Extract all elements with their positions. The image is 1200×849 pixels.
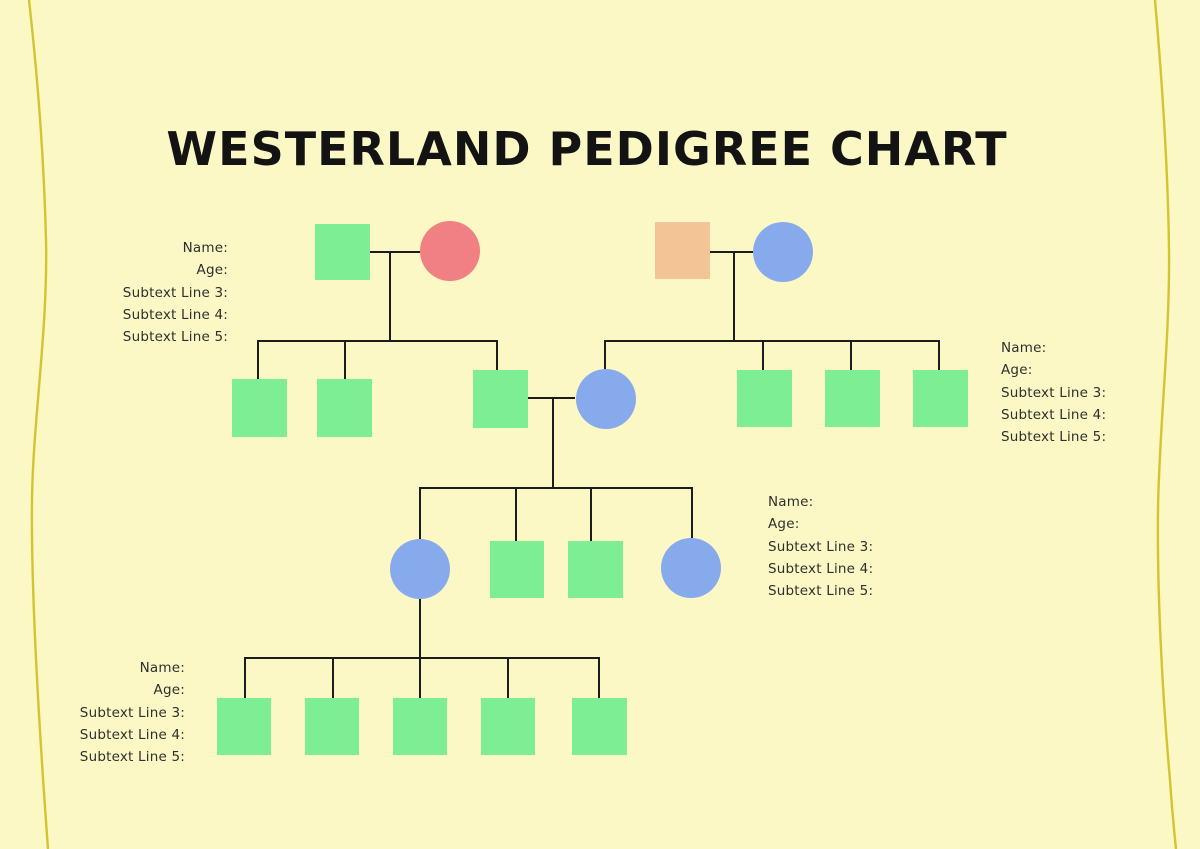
sibling-line-gen2-left: [257, 340, 498, 379]
g1-right-female-circle: [753, 222, 813, 282]
g1-right-male-square: [655, 222, 710, 279]
g3-child4-female-circle: [661, 538, 721, 598]
label-block-gen3-right: Name: Age: Subtext Line 3: Subtext Line …: [768, 491, 873, 602]
marriage-line-couple-middle: [528, 397, 575, 488]
label-line-subtext5: Subtext Line 5:: [1001, 429, 1107, 446]
label-line-subtext5: Subtext Line 5:: [122, 329, 228, 346]
g4-child3-square: [393, 698, 447, 755]
sibling-line-gen3: [419, 487, 693, 541]
label-line-age: Age:: [196, 262, 228, 279]
label-line-subtext3: Subtext Line 3:: [122, 284, 228, 301]
left-border-squiggle: [27, 0, 50, 849]
g4-child4-square: [481, 698, 535, 755]
g3-child2-male-square: [490, 541, 544, 598]
g2-left-child2-square: [317, 379, 372, 437]
g1-left-female-circle: [420, 221, 480, 281]
label-line-subtext4: Subtext Line 4:: [122, 306, 228, 323]
g2-married-male-square: [473, 370, 528, 428]
g4-child2-square: [305, 698, 359, 755]
label-line-name: Name:: [182, 240, 228, 256]
label-line-age: Age:: [1001, 362, 1033, 379]
label-line-name: Name:: [139, 660, 185, 676]
label-line-subtext4: Subtext Line 4:: [1001, 406, 1107, 423]
g2-right-child2-square: [825, 370, 880, 427]
label-line-subtext4: Subtext Line 4:: [768, 560, 874, 577]
label-line-subtext5: Subtext Line 5:: [79, 749, 185, 766]
label-block-gen1-left: Name: Age: Subtext Line 3: Subtext Line …: [123, 237, 228, 348]
right-border-squiggle: [1153, 0, 1178, 849]
label-line-subtext3: Subtext Line 3:: [768, 538, 874, 555]
label-block-gen2-right: Name: Age: Subtext Line 3: Subtext Line …: [1001, 337, 1106, 448]
label-line-age: Age:: [768, 516, 800, 533]
label-line-subtext3: Subtext Line 3:: [79, 704, 185, 721]
label-line-name: Name:: [1001, 340, 1047, 356]
marriage-line-couple-right: [710, 251, 753, 341]
label-line-subtext5: Subtext Line 5:: [768, 583, 874, 600]
g4-child5-square: [572, 698, 627, 755]
label-line-age: Age:: [153, 682, 185, 699]
g3-child3-male-square: [568, 541, 623, 598]
g2-left-child1-square: [232, 379, 287, 437]
label-line-subtext4: Subtext Line 4:: [79, 726, 185, 743]
g3-child1-female-circle: [390, 539, 450, 599]
g2-right-child3-square: [913, 370, 968, 427]
g1-left-male-square: [315, 224, 370, 280]
marriage-line-couple-left: [370, 251, 421, 341]
g4-child1-square: [217, 698, 271, 755]
label-block-gen4-left: Name: Age: Subtext Line 3: Subtext Line …: [80, 657, 185, 768]
sibling-line-gen2-right: [604, 340, 940, 370]
g2-married-female-circle: [576, 369, 636, 429]
sibling-line-gen4: [244, 657, 600, 698]
label-line-subtext3: Subtext Line 3:: [1001, 384, 1107, 401]
label-line-name: Name:: [768, 494, 814, 510]
page-title: WESTERLAND PEDIGREE CHART: [166, 121, 1008, 176]
g2-right-child1-square: [737, 370, 792, 427]
